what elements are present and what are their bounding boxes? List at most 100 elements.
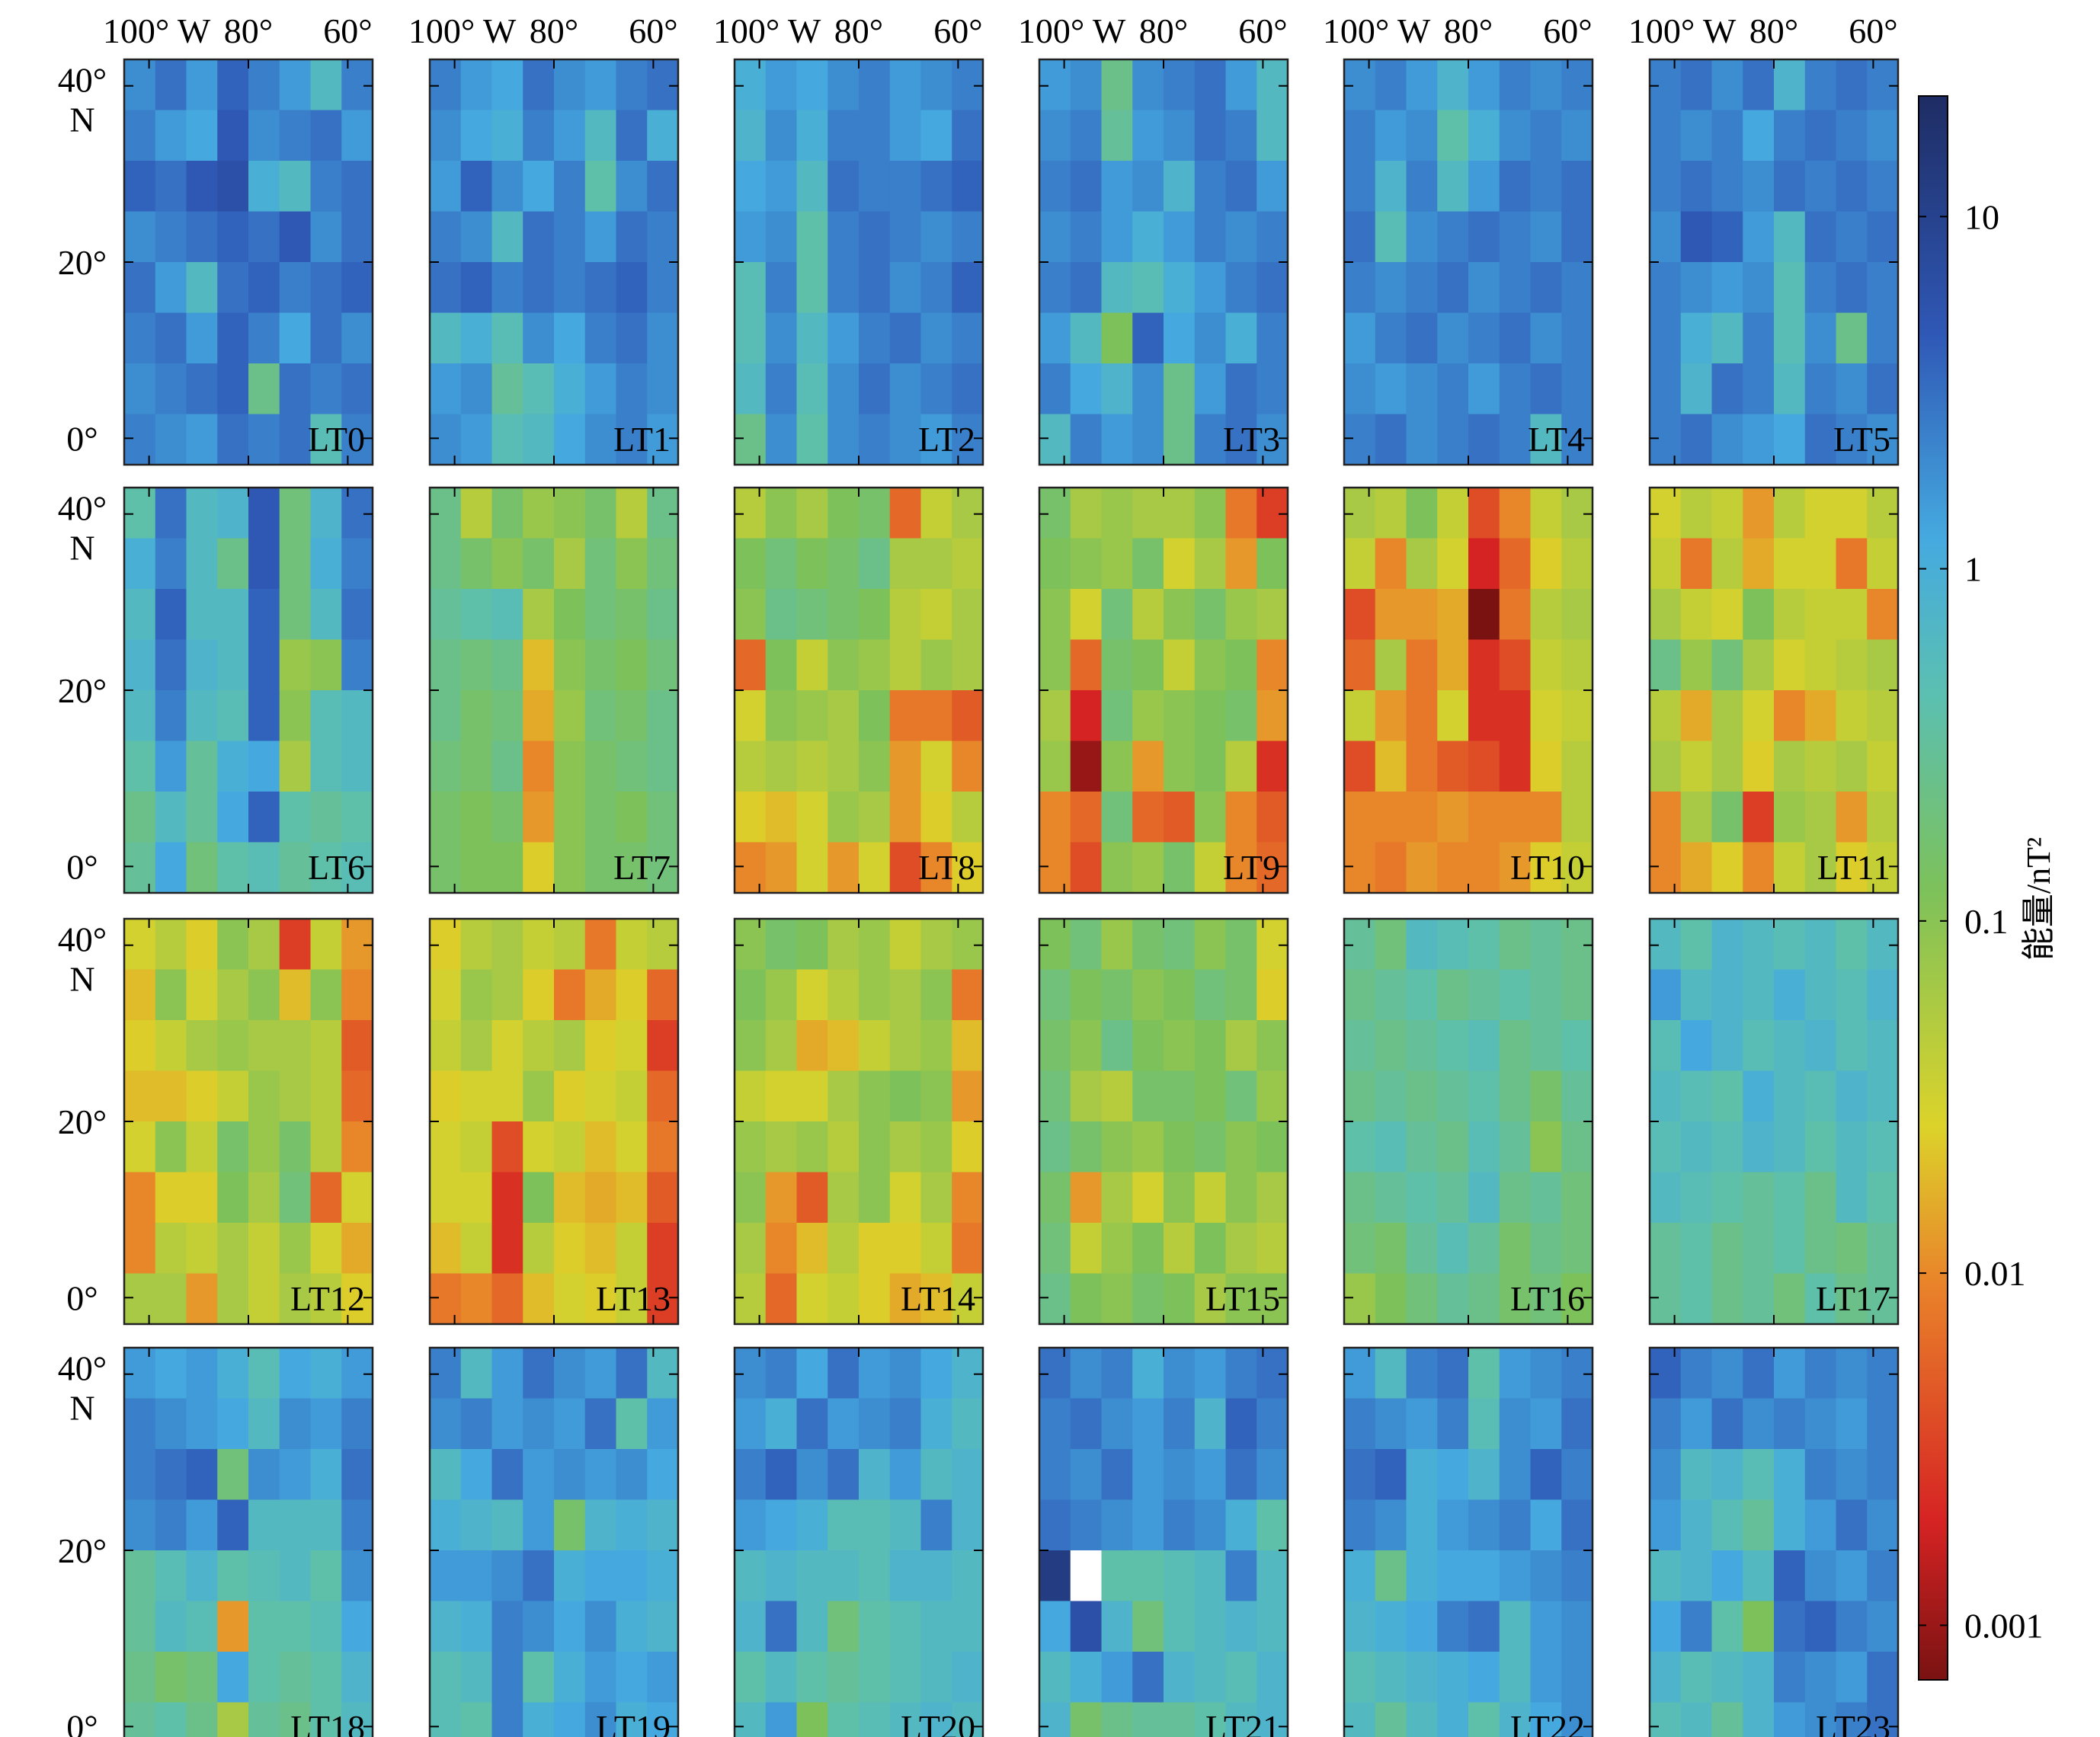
heatmap-cell: [1375, 312, 1407, 364]
heatmap-cell: [1101, 1499, 1133, 1551]
heatmap-cell: [155, 842, 187, 894]
heatmap-cell: [248, 1172, 280, 1224]
panel-lt22: LT22: [1343, 1346, 1594, 1737]
heatmap-cell: [1070, 161, 1103, 213]
heatmap-cell: [796, 1172, 828, 1224]
heatmap-cell: [1437, 919, 1469, 971]
heatmap-cell: [1344, 969, 1376, 1021]
heatmap-cell: [1375, 741, 1407, 792]
heatmap-cell: [1406, 1550, 1438, 1602]
heatmap-cell: [1194, 1020, 1227, 1072]
heatmap-cell: [341, 1550, 373, 1602]
heatmap-cell: [1711, 110, 1743, 162]
heatmap-cell: [735, 1273, 767, 1325]
heatmap-cell: [523, 1652, 555, 1703]
heatmap-cell: [554, 1121, 586, 1173]
heatmap-cell: [1743, 211, 1775, 263]
heatmap-cell: [186, 741, 218, 792]
heatmap-cell: [491, 741, 523, 792]
heatmap-cell: [1680, 1273, 1713, 1325]
heatmap-cell: [248, 363, 280, 415]
heatmap-cell: [341, 1070, 373, 1122]
heatmap-cell: [217, 1020, 249, 1072]
panel-lt13: LT13: [428, 917, 680, 1326]
heatmap-cell: [491, 1273, 523, 1325]
heatmap-cell: [1804, 1121, 1837, 1173]
heatmap-cell: [1406, 792, 1438, 843]
heatmap-cell: [1039, 690, 1071, 742]
heatmap-cell: [828, 1499, 860, 1551]
heatmap-cell: [124, 538, 156, 590]
heatmap-cell: [1344, 363, 1376, 415]
heatmap-cell: [1344, 1652, 1376, 1703]
heatmap-cell: [1774, 538, 1806, 590]
panel-lt19: LT19: [428, 1346, 680, 1737]
heatmap-cell: [1225, 969, 1257, 1021]
heatmap-cell: [828, 1070, 860, 1122]
heatmap-cell: [1774, 1348, 1806, 1400]
heatmap-cell: [920, 1070, 952, 1122]
heatmap-cell: [796, 690, 828, 742]
heatmap-cell: [554, 312, 586, 364]
panel-label: LT18: [290, 1708, 365, 1737]
heatmap-cell: [1406, 1223, 1438, 1275]
heatmap-cell: [155, 690, 187, 742]
heatmap-cell: [1650, 690, 1682, 742]
heatmap-cell: [1194, 919, 1227, 971]
heatmap-cell: [155, 1550, 187, 1602]
heatmap-cell: [1406, 1601, 1438, 1652]
heatmap-cell: [460, 211, 493, 263]
heatmap-cell: [1375, 919, 1407, 971]
heatmap-cell: [616, 1652, 648, 1703]
heatmap-cell: [217, 538, 249, 590]
heatmap-cell: [1561, 1121, 1593, 1173]
heatmap-cell: [1680, 741, 1713, 792]
heatmap-cell: [1256, 1223, 1288, 1275]
heatmap-cell: [765, 1499, 798, 1551]
heatmap-cell: [1375, 59, 1407, 111]
heatmap-cell: [1225, 1172, 1257, 1224]
heatmap-cell: [796, 1348, 828, 1400]
heatmap-cell: [1344, 1070, 1376, 1122]
heatmap-cell: [1774, 842, 1806, 894]
heatmap-cell: [1039, 211, 1071, 263]
heatmap-cell: [217, 1348, 249, 1400]
heatmap-cell: [1499, 161, 1532, 213]
heatmap-cell: [828, 312, 860, 364]
heatmap-cell: [1375, 1223, 1407, 1275]
heatmap-cell: [491, 59, 523, 111]
heatmap-cell: [1225, 919, 1257, 971]
heatmap-cell: [584, 211, 617, 263]
heatmap-cell: [1194, 211, 1227, 263]
heatmap-cell: [430, 639, 462, 691]
heatmap-cell: [1225, 262, 1257, 314]
heatmap-cell: [1194, 792, 1227, 843]
heatmap-cell: [828, 919, 860, 971]
heatmap-cell: [554, 969, 586, 1021]
heatmap-cell: [584, 1273, 617, 1325]
heatmap-cell: [1530, 639, 1562, 691]
heatmap-cell: [1164, 1070, 1196, 1122]
heatmap-cell: [1804, 842, 1837, 894]
heatmap-cell: [1650, 262, 1682, 314]
heatmap-cell: [1437, 1702, 1469, 1737]
heatmap-cell: [920, 211, 952, 263]
heatmap-cell: [217, 1499, 249, 1551]
heatmap-cell: [279, 792, 312, 843]
heatmap-cell: [1256, 1273, 1288, 1325]
heatmap-cell: [1344, 488, 1376, 539]
heatmap-cell: [279, 1121, 312, 1173]
heatmap-cell: [310, 538, 342, 590]
heatmap-cell: [859, 639, 891, 691]
heatmap-cell: [217, 1172, 249, 1224]
heatmap-cell: [1375, 414, 1407, 465]
x-tick-label: 80°: [1749, 11, 1798, 50]
heatmap-cell: [1867, 312, 1899, 364]
heatmap-cell: [124, 1223, 156, 1275]
heatmap-cell: [1132, 639, 1164, 691]
heatmap-cell: [796, 488, 828, 539]
panel-label: LT16: [1510, 1279, 1585, 1318]
heatmap-cell: [1101, 59, 1133, 111]
